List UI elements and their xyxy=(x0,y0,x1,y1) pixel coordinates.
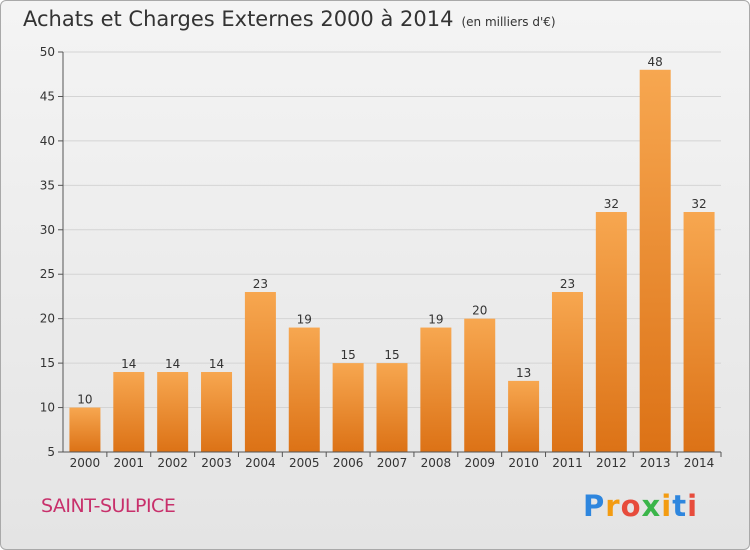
x-tick-label: 2007 xyxy=(377,456,408,470)
x-tick-label: 2008 xyxy=(421,456,452,470)
bar-2005 xyxy=(288,327,320,452)
data-labels: 10 14 14 14 23 19 15 15 19 20 13 23 32 48 32 xyxy=(77,55,706,407)
bar-2000 xyxy=(69,407,101,452)
x-tick-label: 2005 xyxy=(289,456,320,470)
logo-letter: t xyxy=(672,489,688,523)
y-tick-label: 15 xyxy=(40,356,55,370)
x-tick-label: 2004 xyxy=(245,456,276,470)
y-tick-labels: 5 10 15 20 25 30 35 40 45 50 xyxy=(40,45,55,459)
x-tick-labels: 2000 2001 2002 2003 2004 2005 2006 2007 2008 2009… xyxy=(70,456,715,470)
y-tick-label: 50 xyxy=(40,45,55,59)
data-label: 23 xyxy=(253,277,268,291)
proxiti-logo: Proxiti xyxy=(583,489,698,523)
data-label: 32 xyxy=(691,197,706,211)
bar-2007 xyxy=(376,363,408,452)
logo-letter: r xyxy=(605,489,621,523)
bar-2012 xyxy=(595,212,627,452)
data-label: 48 xyxy=(648,55,663,69)
logo-letter: x xyxy=(641,489,662,523)
y-tick-label: 30 xyxy=(40,223,55,237)
data-label: 13 xyxy=(516,366,531,380)
x-tick-label: 2011 xyxy=(552,456,583,470)
x-tick-label: 2014 xyxy=(684,456,715,470)
x-tick-label: 2000 xyxy=(70,456,101,470)
y-tick-label: 20 xyxy=(40,312,55,326)
logo-letter: P xyxy=(583,489,606,523)
x-tick-label: 2009 xyxy=(464,456,495,470)
bar-2008 xyxy=(420,327,452,452)
axes xyxy=(62,52,722,457)
data-label: 20 xyxy=(472,304,487,318)
logo-letter: i xyxy=(687,489,699,523)
data-label: 14 xyxy=(165,357,180,371)
data-label: 15 xyxy=(340,348,355,362)
y-tick-label: 5 xyxy=(47,445,55,459)
data-label: 19 xyxy=(297,313,312,327)
data-label: 14 xyxy=(209,357,224,371)
bars xyxy=(69,69,715,453)
data-label: 32 xyxy=(604,197,619,211)
bar-2011 xyxy=(551,292,583,452)
commune-name: SAINT-SULPICE xyxy=(41,495,176,517)
bar-2001 xyxy=(113,372,145,452)
y-tick-label: 25 xyxy=(40,267,55,281)
data-label: 10 xyxy=(77,393,92,407)
bar-2002 xyxy=(157,372,189,452)
data-label: 19 xyxy=(428,313,443,327)
bar-2010 xyxy=(508,380,540,452)
x-tick-label: 2001 xyxy=(114,456,145,470)
data-label: 15 xyxy=(384,348,399,362)
y-tick-label: 45 xyxy=(40,89,55,103)
bar-2006 xyxy=(332,363,364,452)
bar-2014 xyxy=(683,212,715,452)
x-tick-label: 2012 xyxy=(596,456,627,470)
logo-letter: o xyxy=(620,489,642,523)
chart-title-text: Achats et Charges Externes 2000 à 2014 xyxy=(23,7,454,31)
y-tick-label: 35 xyxy=(40,178,55,192)
bar-2013 xyxy=(639,69,671,453)
x-tick-label: 2006 xyxy=(333,456,364,470)
chart-title: Achats et Charges Externes 2000 à 2014 (e… xyxy=(23,7,556,31)
data-label: 14 xyxy=(121,357,136,371)
x-tick-label: 2002 xyxy=(157,456,188,470)
bar-2004 xyxy=(244,292,276,452)
y-tick-label: 10 xyxy=(40,401,55,415)
x-tick-label: 2003 xyxy=(201,456,232,470)
x-tick-label: 2013 xyxy=(640,456,671,470)
logo-letter: i xyxy=(661,489,673,523)
bar-2009 xyxy=(464,318,496,452)
data-label: 23 xyxy=(560,277,575,291)
y-tick-label: 40 xyxy=(40,134,55,148)
x-tick-label: 2010 xyxy=(508,456,539,470)
bar-2003 xyxy=(201,372,233,452)
chart-unit: (en milliers d'€) xyxy=(461,15,556,29)
